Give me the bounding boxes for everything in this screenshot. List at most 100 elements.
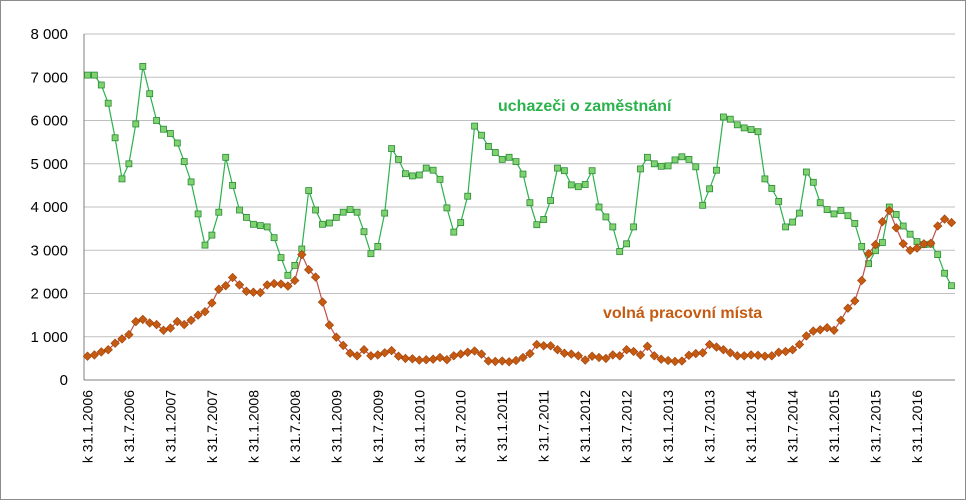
data-point-volna-mista <box>677 356 687 366</box>
data-point-uchazeci <box>491 149 499 156</box>
data-point-volna-mista <box>400 353 411 364</box>
data-point-uchazeci <box>180 158 188 166</box>
data-point-volna-mista <box>525 348 535 359</box>
data-point-uchazeci <box>609 223 617 231</box>
data-point-volna-mista <box>939 214 950 224</box>
x-tick-label: k 31.7.2009 <box>370 390 386 463</box>
data-point-uchazeci <box>637 165 644 173</box>
data-point-volna-mista <box>227 272 238 283</box>
x-tick-label: k 31.7.2011 <box>536 390 552 462</box>
data-point-volna-mista <box>234 280 245 290</box>
data-point-volna-mista <box>82 351 93 361</box>
data-point-volna-mista <box>725 348 735 358</box>
data-point-uchazeci <box>754 128 762 136</box>
data-point-uchazeci <box>713 166 720 174</box>
x-tick-label: k 31.1.2015 <box>826 390 842 463</box>
data-point-uchazeci <box>160 125 167 133</box>
data-point-uchazeci <box>699 201 707 209</box>
data-point-uchazeci <box>104 99 112 107</box>
data-point-volna-mista <box>552 345 563 355</box>
data-point-volna-mista <box>774 347 784 357</box>
data-point-uchazeci <box>657 162 665 170</box>
data-point-uchazeci <box>775 197 783 205</box>
data-point-uchazeci <box>554 164 561 172</box>
data-point-uchazeci <box>422 164 430 172</box>
data-point-volna-mista <box>601 353 611 364</box>
data-point-volna-mista <box>456 349 466 359</box>
data-point-volna-mista <box>89 350 100 360</box>
data-point-volna-mista <box>912 243 922 253</box>
data-point-uchazeci <box>630 223 637 231</box>
data-point-volna-mista <box>539 341 549 351</box>
data-point-uchazeci <box>505 153 513 161</box>
data-point-volna-mista <box>324 320 335 330</box>
data-point-volna-mista <box>857 275 867 286</box>
data-point-volna-mista <box>891 223 901 233</box>
data-point-volna-mista <box>684 350 694 360</box>
y-tick-label: 5 000 <box>30 156 68 173</box>
data-point-volna-mista <box>269 278 279 289</box>
y-tick-label: 8 000 <box>30 26 68 43</box>
y-tick-label: 0 <box>60 372 68 389</box>
data-point-volna-mista <box>815 325 825 335</box>
data-point-volna-mista <box>497 356 507 366</box>
data-point-volna-mista <box>110 338 120 348</box>
y-tick-label: 7 000 <box>30 69 68 86</box>
data-point-uchazeci <box>789 218 796 226</box>
x-tick-label: k 31.1.2016 <box>909 390 925 463</box>
data-point-uchazeci <box>581 181 589 188</box>
data-point-volna-mista <box>317 297 328 307</box>
data-point-uchazeci <box>761 175 769 183</box>
data-point-volna-mista <box>822 323 832 333</box>
data-point-uchazeci <box>588 167 596 175</box>
data-point-volna-mista <box>656 354 666 364</box>
data-point-uchazeci <box>484 142 492 150</box>
data-point-volna-mista <box>352 351 362 361</box>
data-point-volna-mista <box>200 307 210 317</box>
data-point-volna-mista <box>628 346 639 357</box>
data-point-uchazeci <box>692 163 700 171</box>
data-point-uchazeci <box>339 208 347 216</box>
data-point-volna-mista <box>241 286 252 296</box>
data-point-uchazeci <box>360 228 368 236</box>
data-point-volna-mista <box>103 345 113 355</box>
data-point-volna-mista <box>310 272 321 282</box>
data-point-uchazeci <box>312 206 320 214</box>
data-point-volna-mista <box>615 351 625 361</box>
data-point-uchazeci <box>858 242 866 250</box>
data-point-volna-mista <box>919 239 929 249</box>
data-point-uchazeci <box>166 130 174 137</box>
data-point-uchazeci <box>388 145 396 153</box>
data-point-uchazeci <box>187 178 195 186</box>
data-point-uchazeci <box>948 282 955 290</box>
data-point-uchazeci <box>574 183 582 191</box>
data-point-volna-mista <box>946 217 957 228</box>
data-point-uchazeci <box>533 221 541 229</box>
data-point-volna-mista <box>463 347 473 357</box>
data-point-volna-mista <box>283 281 293 291</box>
data-point-volna-mista <box>511 355 521 366</box>
data-point-volna-mista <box>138 314 148 325</box>
data-point-uchazeci <box>519 170 527 178</box>
data-point-uchazeci <box>91 71 98 79</box>
data-point-uchazeci <box>111 134 119 142</box>
data-point-uchazeci <box>332 213 340 221</box>
data-point-uchazeci <box>429 166 437 174</box>
data-point-volna-mista <box>801 331 812 341</box>
data-point-volna-mista <box>621 345 632 355</box>
data-point-volna-mista <box>573 351 583 361</box>
data-point-uchazeci <box>650 160 658 168</box>
data-point-volna-mista <box>165 323 176 333</box>
data-point-uchazeci <box>84 71 91 79</box>
data-point-volna-mista <box>179 319 189 330</box>
data-point-volna-mista <box>117 334 127 344</box>
data-point-volna-mista <box>704 339 715 350</box>
data-point-uchazeci <box>540 216 548 223</box>
data-point-volna-mista <box>483 356 494 366</box>
data-point-volna-mista <box>442 355 452 365</box>
x-tick-label: k 31.7.2008 <box>287 390 303 463</box>
data-point-uchazeci <box>720 113 727 121</box>
data-point-uchazeci <box>623 240 630 248</box>
data-point-uchazeci <box>242 213 250 221</box>
